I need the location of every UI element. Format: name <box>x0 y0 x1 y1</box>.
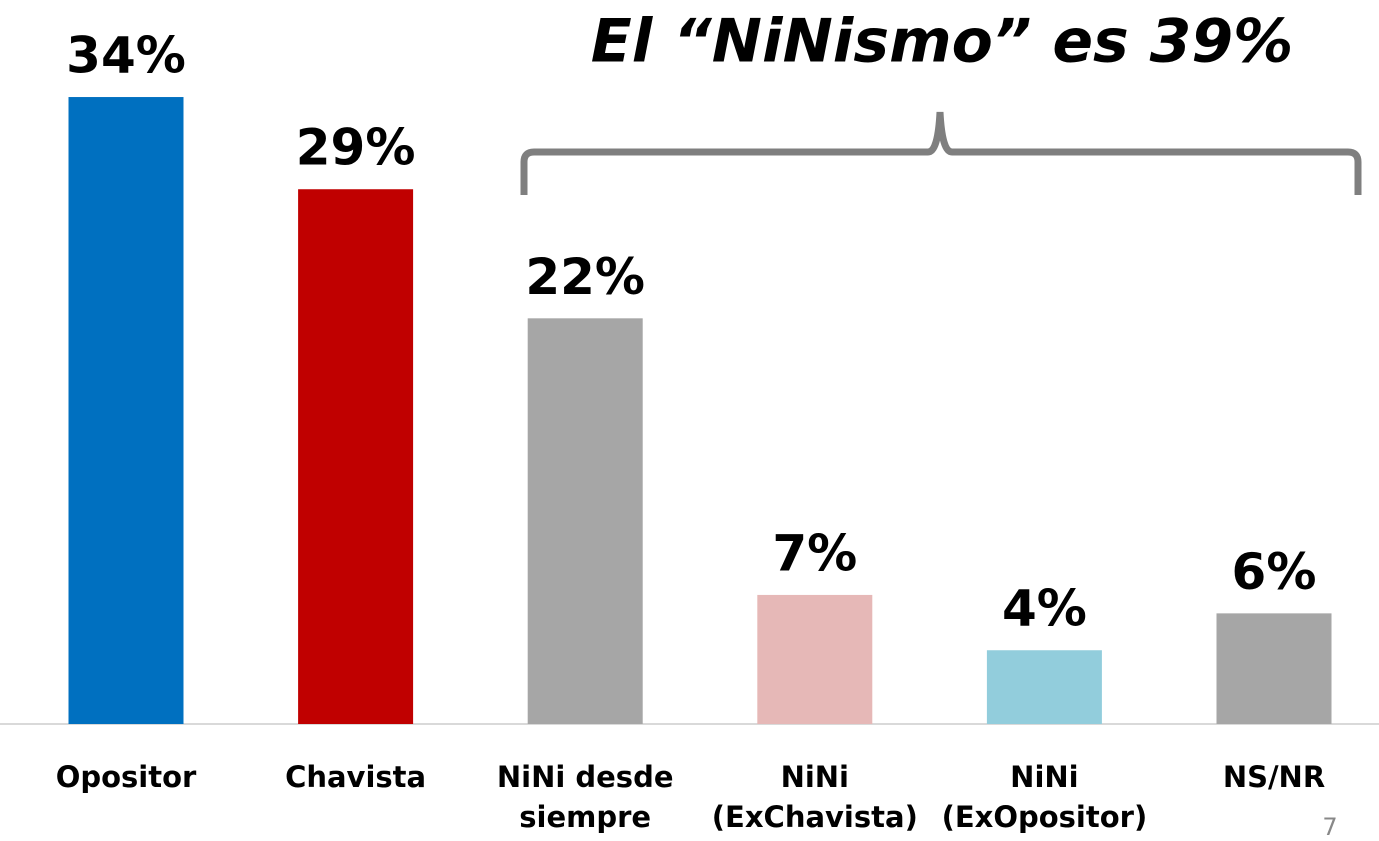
page-number: 7 <box>1322 813 1337 841</box>
category-label: Chavista <box>285 760 427 794</box>
category-label: Opositor <box>55 760 197 794</box>
value-label: 7% <box>772 524 857 582</box>
value-label: 6% <box>1232 543 1317 601</box>
value-label: 4% <box>1002 580 1087 638</box>
value-label: 34% <box>66 27 186 85</box>
bar <box>757 594 873 724</box>
bar <box>1216 613 1332 724</box>
annotation: El “NiNismo” es 39% <box>591 7 1294 77</box>
value-label: 22% <box>525 248 645 306</box>
brace <box>520 111 1362 195</box>
category-label: NiNi desde siempre <box>496 760 674 834</box>
bar <box>986 650 1102 724</box>
category-label: NiNi (ExChavista) <box>711 760 918 834</box>
bar <box>298 189 414 725</box>
category-label: NS/NR <box>1222 760 1326 794</box>
bar <box>68 97 184 725</box>
category-label: NiNi (ExOpositor) <box>941 760 1148 834</box>
value-label: 29% <box>296 119 416 177</box>
bar <box>527 318 643 724</box>
